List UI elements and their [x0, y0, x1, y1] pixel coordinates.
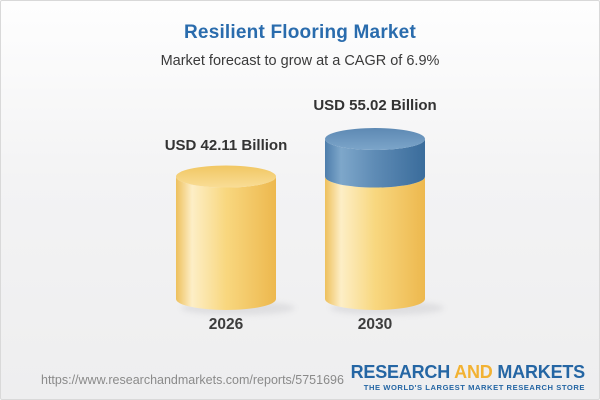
cylinder-top-2030 [325, 128, 425, 150]
header: Resilient Flooring Market Market forecas… [1, 1, 599, 69]
value-label-2030: USD 55.02 Billion [313, 97, 437, 114]
category-label-2030: 2030 [357, 316, 393, 333]
logo-word-and: AND [454, 362, 493, 382]
logo-word-markets: MARKETS [497, 362, 585, 382]
report-url: https://www.researchandmarkets.com/repor… [41, 373, 344, 387]
cylinder-segment-gold-2026 [176, 176, 276, 310]
footer: https://www.researchandmarkets.com/repor… [1, 357, 599, 399]
cylinder-segment-gold-2030 [325, 176, 425, 310]
cylinder-segment-blue-2030 [325, 139, 425, 188]
logo-wordmark: RESEARCH AND MARKETS [350, 362, 586, 382]
logo-tagline: THE WORLD'S LARGEST MARKET RESEARCH STOR… [363, 383, 585, 392]
chart-subtitle: Market forecast to grow at a CAGR of 6.9… [160, 53, 440, 69]
cylinder-top-2026 [176, 165, 276, 188]
logo-word-research: RESEARCH [350, 362, 451, 382]
value-label-2026: USD 42.11 Billion [164, 137, 288, 154]
chart-title: Resilient Flooring Market [184, 22, 416, 43]
category-label-2026: 2026 [208, 316, 244, 333]
research-and-markets-logo: RESEARCH AND MARKETS THE WORLD'S LARGEST… [350, 362, 586, 393]
